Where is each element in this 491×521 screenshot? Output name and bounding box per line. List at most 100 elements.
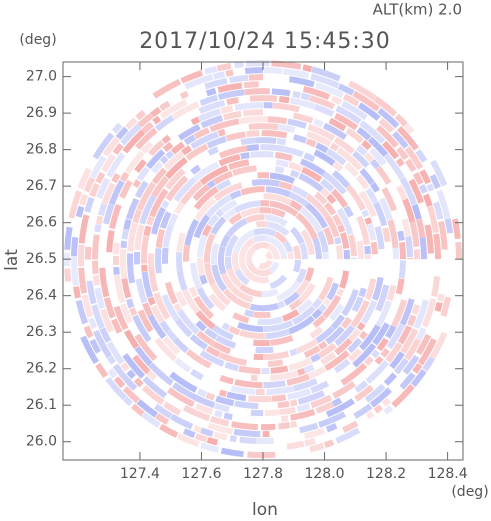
y-tick-label: 26.1	[26, 397, 57, 413]
radar-cell	[399, 298, 415, 326]
radar-cell	[159, 320, 171, 334]
radar-cell	[165, 150, 175, 160]
radar-cell	[277, 400, 290, 409]
radar-cell	[89, 338, 102, 354]
radar-cell	[386, 284, 397, 302]
radar-cell	[304, 427, 326, 440]
radar-cell	[315, 82, 344, 99]
radar-cell	[146, 370, 157, 381]
radar-cell	[190, 131, 219, 150]
radar-cell	[190, 262, 203, 290]
radar-cell	[391, 299, 408, 328]
radar-cell	[334, 337, 353, 356]
radar-cell	[385, 324, 397, 339]
radar-cell	[335, 244, 343, 260]
radar-cell	[161, 134, 172, 145]
radar-cell	[232, 312, 250, 324]
radar-cell	[303, 345, 321, 359]
radar-cell	[166, 329, 178, 342]
radar-cell	[109, 203, 122, 230]
radar-cell	[269, 274, 288, 290]
radar-cell	[142, 318, 154, 333]
radar-cell	[353, 403, 373, 419]
radar-cell	[357, 102, 381, 121]
radar-cell	[217, 82, 243, 93]
radar-cell	[389, 351, 405, 370]
radar-cell	[287, 118, 307, 129]
radar-cell	[245, 60, 270, 67]
radar-cell	[269, 335, 294, 346]
radar-cell	[244, 237, 256, 248]
radar-cell	[316, 230, 329, 253]
radar-cell	[260, 144, 285, 153]
radar-cell	[311, 308, 323, 320]
radar-cell	[68, 190, 82, 219]
radar-cell	[352, 342, 377, 368]
radar-cell	[196, 330, 217, 348]
radar-cell	[225, 131, 246, 142]
radar-cell	[206, 135, 227, 149]
radar-cell	[79, 193, 89, 206]
radar-cell	[132, 179, 142, 189]
radar-cell	[300, 92, 311, 101]
radar-cell	[171, 101, 200, 120]
radar-cell	[220, 199, 238, 214]
radar-cell	[403, 123, 415, 134]
radar-cell	[136, 166, 150, 182]
radar-cell	[103, 297, 116, 319]
radar-cell	[288, 191, 310, 208]
radar-cell	[315, 401, 335, 414]
radar-cell	[337, 83, 355, 96]
radar-cell	[384, 153, 405, 179]
radar-cell	[412, 362, 423, 374]
radar-cell	[404, 158, 417, 173]
radar-cell	[244, 88, 270, 96]
radar-cell	[293, 134, 308, 144]
radar-cell	[89, 155, 107, 179]
radar-cell	[196, 287, 215, 310]
radar-cell	[111, 173, 121, 184]
radar-cell	[311, 297, 323, 310]
radar-cell	[347, 337, 363, 354]
radar-cell	[383, 405, 394, 415]
radar-cell	[352, 150, 370, 168]
radar-cell	[207, 146, 219, 156]
x-tick-label: 128.0	[304, 466, 344, 482]
radar-cell	[225, 217, 248, 238]
radar-cell	[86, 280, 97, 305]
y-tick-label: 26.6	[26, 215, 57, 231]
radar-cell	[247, 451, 276, 459]
radar-cell	[246, 246, 257, 266]
radar-cell	[193, 295, 215, 320]
radar-cell	[289, 226, 305, 245]
radar-cell	[137, 309, 148, 322]
radar-cell	[315, 326, 335, 344]
radar-cell	[64, 268, 72, 282]
radar-cell	[325, 398, 355, 418]
y-tick-label: 26.9	[26, 105, 57, 121]
radar-cell	[426, 183, 435, 192]
radar-cell	[304, 437, 317, 447]
radar-cell	[99, 308, 115, 333]
radar-cell	[192, 184, 210, 201]
radar-cell	[336, 207, 354, 236]
radar-cell	[75, 299, 89, 325]
radar-cell	[378, 118, 395, 134]
radar-cell	[376, 125, 399, 149]
radar-cell	[264, 409, 281, 417]
radar-cell	[334, 112, 359, 131]
radar-cell	[153, 403, 173, 419]
radar-cell	[113, 242, 120, 255]
radar-cell	[197, 234, 208, 258]
radar-cell	[106, 341, 125, 365]
radar-cell	[323, 439, 335, 449]
radar-cell	[322, 171, 347, 195]
radar-cell	[385, 342, 403, 363]
radar-cell	[394, 113, 408, 127]
radar-cell	[176, 251, 183, 272]
radar-cell	[271, 88, 291, 97]
radar-cell	[207, 214, 220, 227]
radar-cell	[421, 298, 437, 328]
radar-cell	[150, 206, 167, 235]
